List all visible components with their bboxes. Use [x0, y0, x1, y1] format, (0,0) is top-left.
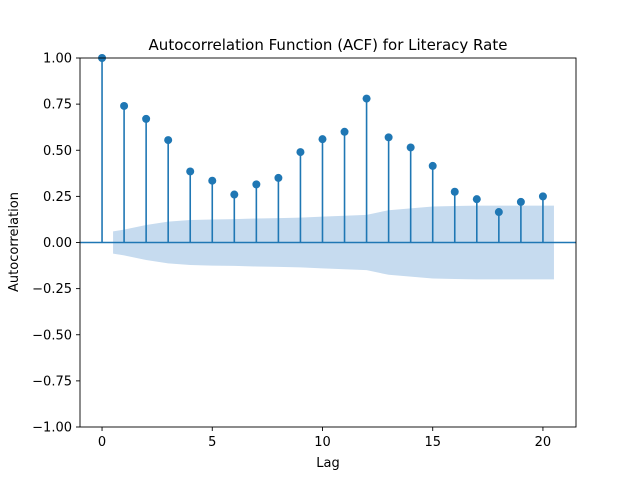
y-tick-label: −0.75 — [32, 374, 72, 389]
y-tick-label: 0.50 — [43, 144, 72, 159]
chart-title: Autocorrelation Function (ACF) for Liter… — [149, 36, 508, 54]
x-axis: 0 5 10 15 20 — [98, 427, 551, 450]
acf-point — [516, 197, 525, 206]
acf-point — [142, 114, 151, 123]
acf-point — [450, 187, 459, 196]
x-tick-label: 10 — [314, 435, 331, 450]
x-tick-label: 0 — [98, 435, 106, 450]
acf-point — [296, 148, 305, 157]
acf-point — [318, 135, 327, 144]
acf-point — [186, 167, 195, 176]
acf-point — [538, 192, 547, 201]
y-tick-label: −1.00 — [32, 421, 72, 436]
acf-point — [164, 136, 173, 145]
x-tick-label: 5 — [208, 435, 216, 450]
y-tick-label: 1.00 — [43, 52, 72, 67]
y-tick-label: 0.75 — [43, 98, 72, 113]
acf-point — [362, 94, 371, 103]
acf-point — [340, 127, 349, 136]
y-tick-label: 0.00 — [43, 236, 72, 251]
acf-point — [494, 208, 503, 217]
acf-point — [406, 143, 415, 152]
acf-point — [472, 195, 481, 204]
y-axis: −1.00 −0.75 −0.50 −0.25 0.00 0.25 0.50 0.75 1.00 — [32, 52, 80, 436]
y-tick-label: −0.25 — [32, 282, 72, 297]
acf-point — [252, 180, 261, 189]
acf-point — [384, 133, 393, 142]
x-tick-label: 15 — [424, 435, 441, 450]
acf-point — [120, 101, 129, 110]
acf-point — [208, 176, 217, 185]
plot-area — [79, 54, 577, 428]
acf-point — [230, 190, 239, 199]
x-axis-label: Lag — [316, 456, 339, 471]
y-axis-label: Autocorrelation — [7, 192, 22, 292]
acf-point — [428, 161, 437, 170]
x-tick-label: 20 — [535, 435, 552, 450]
y-tick-label: −0.50 — [32, 328, 72, 343]
y-tick-label: 0.25 — [43, 190, 72, 205]
acf-point — [274, 173, 283, 182]
